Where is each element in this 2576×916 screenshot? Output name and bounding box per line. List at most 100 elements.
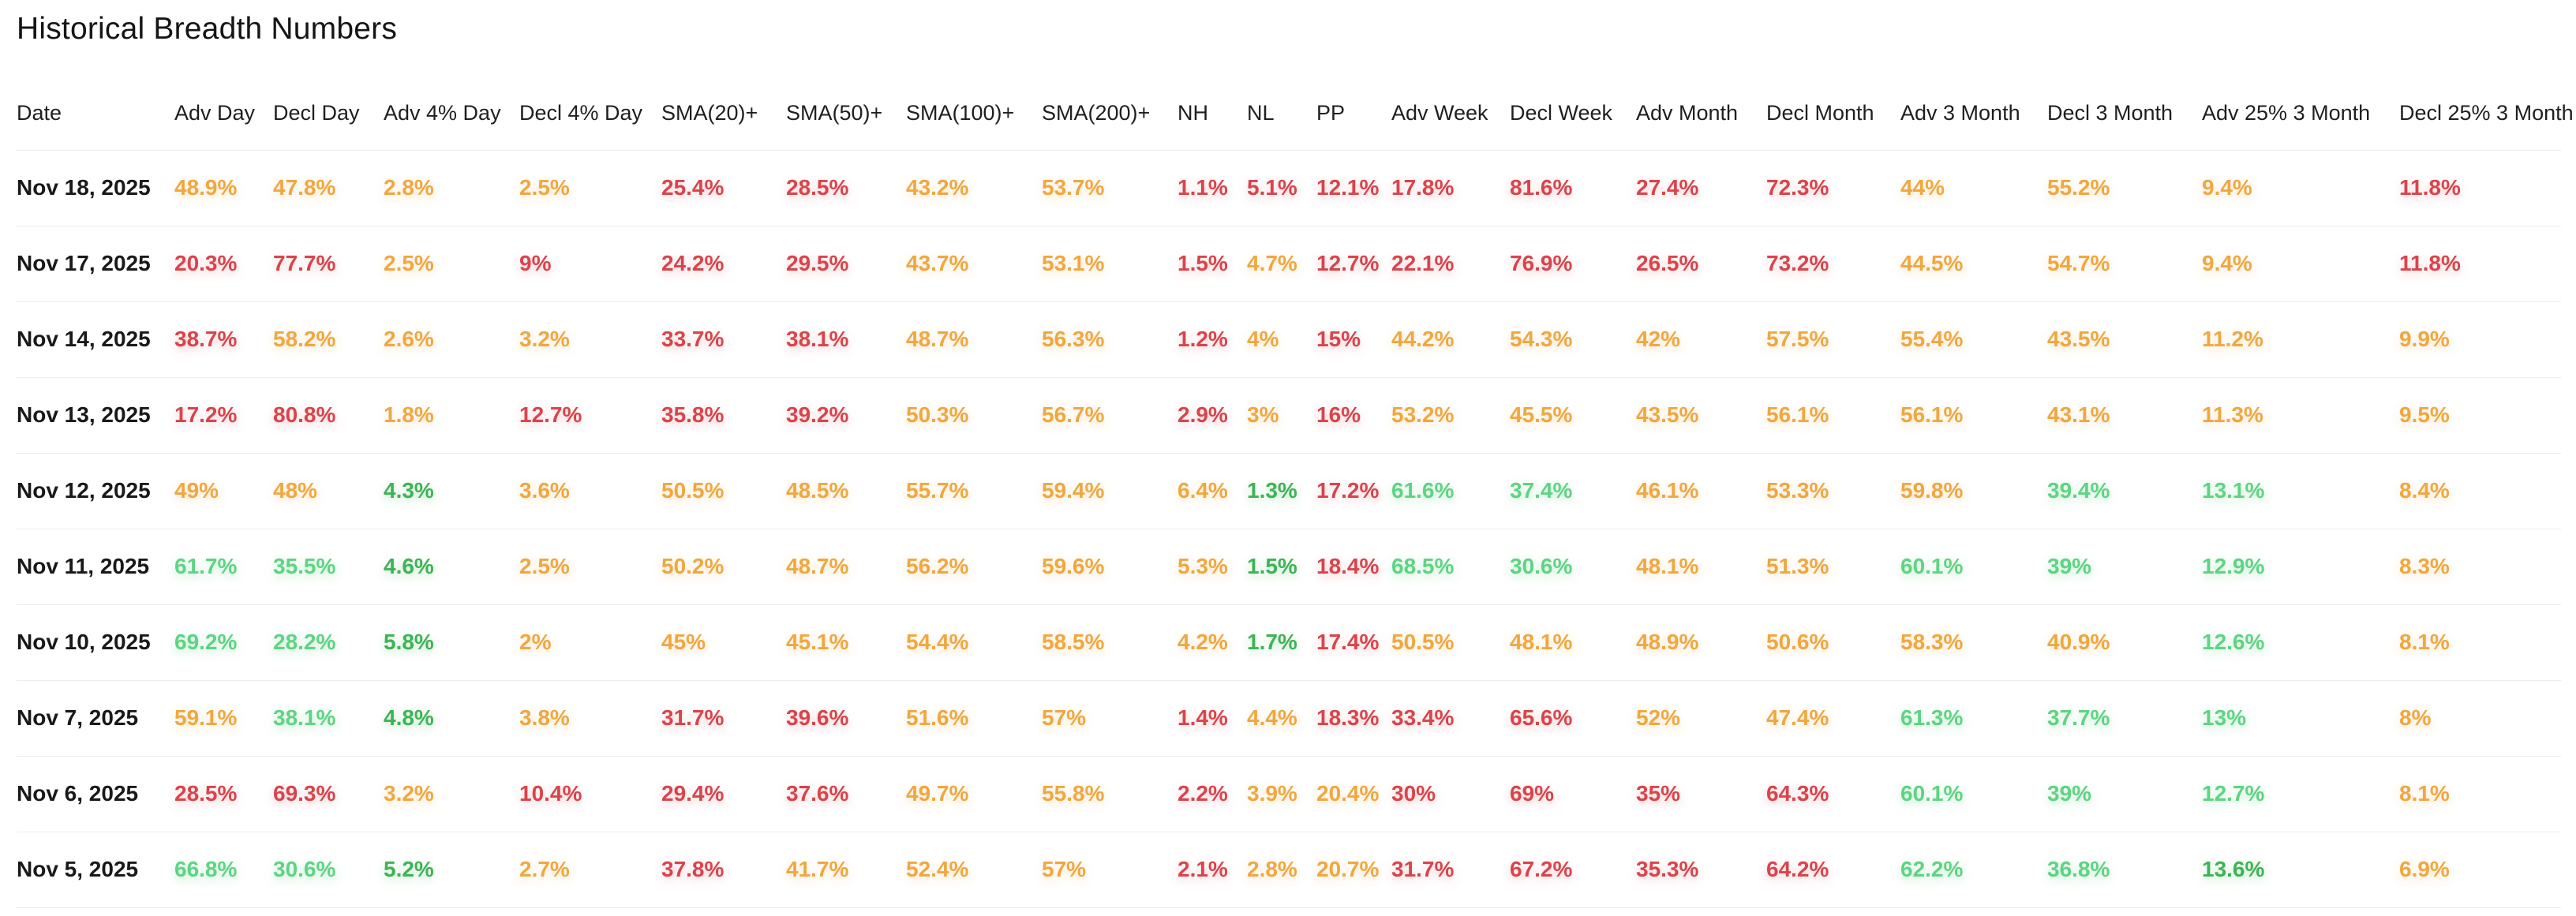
cell-sma-20: 25.4% [661,150,786,226]
table-row: Nov 14, 2025 38.7% 58.2% 2.6% 3.2% 33.7% 38.1%… [17,301,2561,378]
cell-nl: 4% [1247,301,1316,378]
cell-decl-day: 38.1% [273,680,384,757]
cell-adv-25-3-month: 12.7% [2202,756,2399,832]
cell-adv-3-month: 56.1% [1900,377,2047,454]
cell-adv-3-month: 55.4% [1900,301,2047,378]
cell-decl-3-month: 39.4% [2047,453,2202,529]
date-cell: Nov 13, 2025 [17,377,174,454]
column-header-adv-day: Adv Day [174,77,273,151]
cell-decl-day: 35.5% [273,529,384,605]
cell-sma-20: 50.5% [661,453,786,529]
cell-decl-4-day: 3.6% [519,453,661,529]
cell-sma-100: 56.2% [906,529,1042,605]
cell-decl-3-month: 37.7% [2047,680,2202,757]
cell-decl-month: 64.3% [1766,756,1900,832]
cell-adv-25-3-month: 13.6% [2202,832,2399,908]
cell-adv-month: 43.5% [1636,377,1766,454]
cell-decl-month: 57.5% [1766,301,1900,378]
table-row: Nov 18, 2025 48.9% 47.8% 2.8% 2.5% 25.4% 28.5%… [17,150,2561,226]
cell-adv-25-3-month: 12.9% [2202,529,2399,605]
cell-pp: 20.7% [1316,832,1391,908]
column-header-adv-25-3-month: Adv 25% 3 Month [2202,77,2399,151]
cell-nh: 1.1% [1178,150,1247,226]
cell-decl-4-day: 9% [519,226,661,302]
cell-adv-4-day: 4.3% [384,453,519,529]
cell-nl: 1.3% [1247,453,1316,529]
cell-decl-week: 54.3% [1510,301,1636,378]
cell-decl-month: 50.6% [1766,604,1900,681]
cell-adv-month: 48.1% [1636,529,1766,605]
cell-decl-day: 69.3% [273,756,384,832]
cell-nh: 2.2% [1178,756,1247,832]
cell-adv-week: 31.7% [1391,832,1510,908]
cell-decl-3-month: 43.1% [2047,377,2202,454]
cell-sma-100: 43.7% [906,226,1042,302]
cell-sma-20: 50.2% [661,529,786,605]
cell-adv-day: 38.7% [174,301,273,378]
table-body: Nov 18, 2025 48.9% 47.8% 2.8% 2.5% 25.4% 28.5%… [17,150,2561,908]
cell-adv-25-3-month: 13.1% [2202,453,2399,529]
cell-adv-month: 35.3% [1636,832,1766,908]
date-cell: Nov 6, 2025 [17,756,174,832]
cell-sma-20: 33.7% [661,301,786,378]
date-cell: Nov 17, 2025 [17,226,174,302]
cell-decl-25-3-month: 11.8% [2399,226,2561,302]
cell-adv-month: 48.9% [1636,604,1766,681]
cell-decl-day: 47.8% [273,150,384,226]
cell-decl-25-3-month: 8.1% [2399,756,2561,832]
cell-adv-25-3-month: 9.4% [2202,150,2399,226]
date-cell: Nov 14, 2025 [17,301,174,378]
date-cell: Nov 12, 2025 [17,453,174,529]
cell-sma-100: 51.6% [906,680,1042,757]
cell-pp: 18.3% [1316,680,1391,757]
cell-sma-100: 43.2% [906,150,1042,226]
cell-adv-month: 27.4% [1636,150,1766,226]
cell-decl-week: 67.2% [1510,832,1636,908]
cell-decl-month: 56.1% [1766,377,1900,454]
cell-adv-4-day: 1.8% [384,377,519,454]
cell-adv-day: 69.2% [174,604,273,681]
cell-nl: 3.9% [1247,756,1316,832]
cell-adv-week: 53.2% [1391,377,1510,454]
cell-sma-50: 41.7% [786,832,906,908]
cell-adv-3-month: 60.1% [1900,529,2047,605]
cell-adv-4-day: 4.8% [384,680,519,757]
cell-sma-100: 49.7% [906,756,1042,832]
table-row: Nov 6, 2025 28.5% 69.3% 3.2% 10.4% 29.4% 37.6%… [17,756,2561,832]
cell-sma-200: 56.7% [1042,377,1178,454]
cell-adv-week: 44.2% [1391,301,1510,378]
cell-pp: 17.4% [1316,604,1391,681]
cell-pp: 17.2% [1316,453,1391,529]
cell-adv-3-month: 44.5% [1900,226,2047,302]
cell-decl-25-3-month: 8.4% [2399,453,2561,529]
cell-adv-week: 30% [1391,756,1510,832]
cell-decl-day: 77.7% [273,226,384,302]
cell-decl-day: 80.8% [273,377,384,454]
cell-decl-25-3-month: 8.1% [2399,604,2561,681]
cell-sma-100: 54.4% [906,604,1042,681]
cell-decl-4-day: 12.7% [519,377,661,454]
cell-adv-3-month: 59.8% [1900,453,2047,529]
cell-pp: 20.4% [1316,756,1391,832]
date-cell: Nov 10, 2025 [17,604,174,681]
cell-adv-4-day: 5.8% [384,604,519,681]
cell-sma-100: 50.3% [906,377,1042,454]
cell-decl-month: 73.2% [1766,226,1900,302]
column-header-decl-4-day: Decl 4% Day [519,77,661,151]
cell-adv-25-3-month: 11.3% [2202,377,2399,454]
cell-nl: 4.7% [1247,226,1316,302]
cell-sma-200: 59.6% [1042,529,1178,605]
cell-nl: 3% [1247,377,1316,454]
cell-sma-100: 52.4% [906,832,1042,908]
cell-adv-month: 52% [1636,680,1766,757]
cell-decl-week: 65.6% [1510,680,1636,757]
cell-adv-25-3-month: 12.6% [2202,604,2399,681]
cell-sma-100: 55.7% [906,453,1042,529]
cell-sma-50: 39.2% [786,377,906,454]
cell-sma-200: 59.4% [1042,453,1178,529]
table-row: Nov 11, 2025 61.7% 35.5% 4.6% 2.5% 50.2% 48.7%… [17,529,2561,605]
cell-adv-4-day: 4.6% [384,529,519,605]
table-row: Nov 12, 2025 49% 48% 4.3% 3.6% 50.5% 48.5% 55.7… [17,453,2561,529]
cell-sma-200: 56.3% [1042,301,1178,378]
column-header-decl-3-month: Decl 3 Month [2047,77,2202,151]
